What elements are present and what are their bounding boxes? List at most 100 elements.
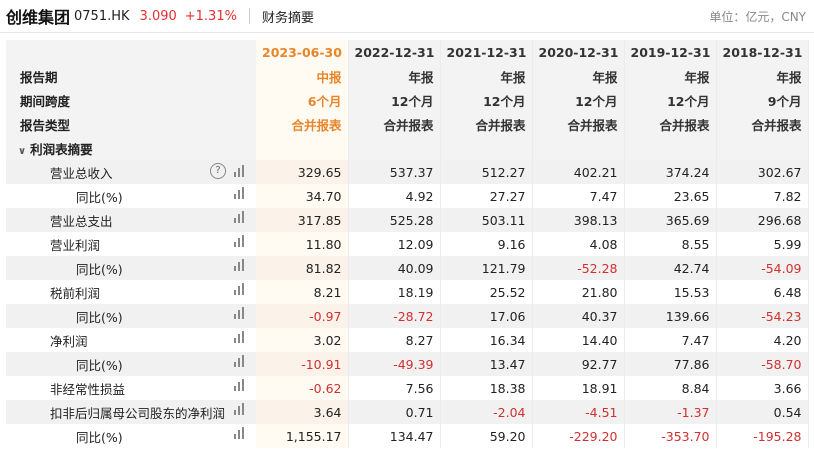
bar-chart-icon[interactable] bbox=[234, 234, 246, 247]
value-cell: 40.09 bbox=[348, 256, 441, 280]
value-cell: 16.34 bbox=[440, 328, 533, 352]
value-cell: -54.09 bbox=[716, 256, 809, 280]
value-cell: 4.92 bbox=[348, 184, 441, 208]
row-label: 营业总收入 bbox=[50, 165, 113, 181]
row-icons bbox=[234, 282, 246, 295]
table-row: 同比(%) 81.82 40.09 121.79 -52.28 42.74 -54.09 bbox=[6, 256, 809, 280]
value-cell: -0.97 bbox=[256, 304, 349, 328]
report-type-row: 报告类型 合并报表 合并报表 合并报表 合并报表 合并报表 合并报表 bbox=[6, 112, 809, 136]
value-cell: 8.27 bbox=[348, 328, 441, 352]
value-cell: -58.70 bbox=[716, 352, 809, 376]
value-cell: 374.24 bbox=[624, 160, 717, 184]
section-empty-cell bbox=[532, 136, 625, 160]
value-cell: 0.54 bbox=[716, 400, 809, 424]
column-header-period: 年报 bbox=[624, 64, 717, 88]
row-label: 净利润 bbox=[50, 333, 88, 349]
value-cell: 15.53 bbox=[624, 280, 717, 304]
value-cell: -0.62 bbox=[256, 376, 349, 400]
value-cell: 6.48 bbox=[716, 280, 809, 304]
row-label-cell: 净利润 bbox=[6, 328, 256, 352]
header-divider bbox=[248, 8, 250, 24]
unit-label: 单位：亿元，CNY bbox=[709, 9, 806, 24]
value-cell: 329.65 bbox=[256, 160, 349, 184]
row-label-cell: 同比(%) bbox=[6, 424, 256, 448]
value-cell: 3.64 bbox=[256, 400, 349, 424]
bar-chart-icon[interactable] bbox=[234, 354, 246, 367]
value-cell: 512.27 bbox=[440, 160, 533, 184]
column-header-span: 9个月 bbox=[716, 88, 809, 112]
value-cell: 14.40 bbox=[532, 328, 625, 352]
value-cell: 4.20 bbox=[716, 328, 809, 352]
column-header-span: 12个月 bbox=[624, 88, 717, 112]
row-label: 扣非后归属母公司股东的净利润 bbox=[50, 405, 226, 421]
value-cell: 7.47 bbox=[532, 184, 625, 208]
column-header-type: 合并报表 bbox=[624, 112, 717, 136]
table-row: 净利润 3.02 8.27 16.34 14.40 7.47 4.20 bbox=[6, 328, 809, 352]
row-label: 同比(%) bbox=[76, 429, 123, 445]
value-cell: 34.70 bbox=[256, 184, 349, 208]
bar-chart-icon[interactable] bbox=[234, 402, 246, 415]
value-cell: -195.28 bbox=[716, 424, 809, 448]
section-empty-cell bbox=[256, 136, 349, 160]
table-row: 营业总收入? 329.65 537.37 512.27 402.21 374.24 302.… bbox=[6, 160, 809, 184]
value-cell: 23.65 bbox=[624, 184, 717, 208]
value-cell: -28.72 bbox=[348, 304, 441, 328]
header-label bbox=[6, 40, 256, 64]
section-title[interactable]: ∨ 利润表摘要 bbox=[6, 136, 256, 160]
value-cell: -52.28 bbox=[532, 256, 625, 280]
column-header-type: 合并报表 bbox=[532, 112, 625, 136]
value-cell: 302.67 bbox=[716, 160, 809, 184]
bar-chart-icon[interactable] bbox=[234, 306, 246, 319]
help-icon[interactable]: ? bbox=[210, 162, 226, 179]
bar-chart-icon[interactable] bbox=[234, 210, 246, 223]
table-body: 2023-06-30 2022-12-31 2021-12-31 2020-12-31… bbox=[6, 40, 809, 448]
row-label-cell: 非经常性损益 bbox=[6, 376, 256, 400]
stock-code: 0751.HK bbox=[74, 8, 130, 24]
value-cell: 134.47 bbox=[348, 424, 441, 448]
row-label-cell: 营业总收入? bbox=[6, 160, 256, 184]
row-label: 同比(%) bbox=[76, 357, 123, 373]
collapse-chevron-icon[interactable]: ∨ bbox=[18, 145, 27, 157]
row-icons bbox=[234, 354, 246, 367]
bar-chart-icon[interactable] bbox=[234, 330, 246, 343]
row-label-cell: 同比(%) bbox=[6, 352, 256, 376]
column-header-span: 12个月 bbox=[348, 88, 441, 112]
row-icons bbox=[234, 402, 246, 415]
stock-price: 3.090 bbox=[139, 8, 177, 24]
row-icons bbox=[234, 186, 246, 199]
financial-summary-table: 2023-06-30 2022-12-31 2021-12-31 2020-12-31… bbox=[6, 40, 814, 457]
value-cell: -49.39 bbox=[348, 352, 441, 376]
value-cell: 25.52 bbox=[440, 280, 533, 304]
page-title: 财务摘要 bbox=[261, 10, 314, 26]
bar-chart-icon[interactable] bbox=[234, 426, 246, 439]
column-date-row: 2023-06-30 2022-12-31 2021-12-31 2020-12-31… bbox=[6, 40, 809, 64]
table-row: 同比(%) -0.97 -28.72 17.06 40.37 139.66 -54.23 bbox=[6, 304, 809, 328]
bar-chart-icon[interactable] bbox=[234, 164, 246, 177]
table-row: 营业利润 11.80 12.09 9.16 4.08 8.55 5.99 bbox=[6, 232, 809, 256]
row-label: 同比(%) bbox=[76, 261, 123, 277]
column-header-period: 年报 bbox=[440, 64, 533, 88]
value-cell: 503.11 bbox=[440, 208, 533, 232]
column-header-date: 2021-12-31 bbox=[440, 40, 533, 64]
value-cell: 8.55 bbox=[624, 232, 717, 256]
value-cell: 3.02 bbox=[256, 328, 349, 352]
table-row: 同比(%) 1,155.17 134.47 59.20 -229.20 -353.70 -1… bbox=[6, 424, 809, 448]
section-header[interactable]: ∨ 利润表摘要 bbox=[6, 136, 809, 160]
value-cell: 317.85 bbox=[256, 208, 349, 232]
row-label-cell: 营业总支出 bbox=[6, 208, 256, 232]
row-label-cell: 同比(%) bbox=[6, 184, 256, 208]
value-cell: 402.21 bbox=[532, 160, 625, 184]
row-icons bbox=[234, 234, 246, 247]
column-header-type: 合并报表 bbox=[716, 112, 809, 136]
bar-chart-icon[interactable] bbox=[234, 378, 246, 391]
column-header-date: 2018-12-31 bbox=[716, 40, 809, 64]
bar-chart-icon[interactable] bbox=[234, 282, 246, 295]
bar-chart-icon[interactable] bbox=[234, 258, 246, 271]
section-label: 利润表摘要 bbox=[30, 141, 93, 157]
value-cell: 8.84 bbox=[624, 376, 717, 400]
bar-chart-icon[interactable] bbox=[234, 186, 246, 199]
value-cell: -4.51 bbox=[532, 400, 625, 424]
column-header-type: 合并报表 bbox=[256, 112, 349, 136]
value-cell: 296.68 bbox=[716, 208, 809, 232]
column-header-period: 年报 bbox=[716, 64, 809, 88]
